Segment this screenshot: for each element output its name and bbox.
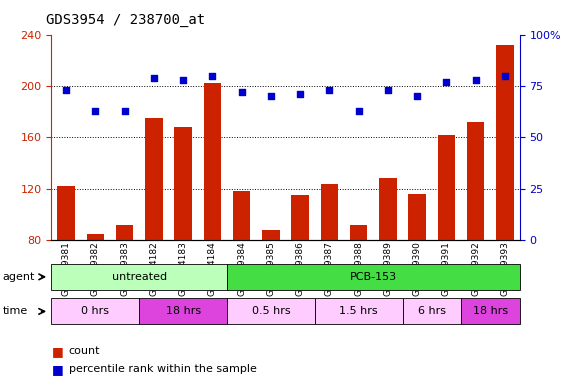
Text: percentile rank within the sample: percentile rank within the sample <box>69 364 256 374</box>
Bar <box>321 184 338 343</box>
Bar <box>350 225 368 343</box>
Point <box>296 91 305 97</box>
Point <box>354 108 363 114</box>
Bar <box>116 225 133 343</box>
Text: 0 hrs: 0 hrs <box>81 306 109 316</box>
Point <box>266 93 275 99</box>
Bar <box>233 191 250 343</box>
Text: agent: agent <box>3 272 35 282</box>
Text: untreated: untreated <box>111 272 167 282</box>
Point <box>62 87 71 93</box>
Text: 18 hrs: 18 hrs <box>166 306 200 316</box>
Bar <box>467 122 484 343</box>
Bar <box>86 233 104 343</box>
Text: 18 hrs: 18 hrs <box>473 306 508 316</box>
Text: GDS3954 / 238700_at: GDS3954 / 238700_at <box>46 13 205 27</box>
Point <box>442 79 451 85</box>
Point <box>325 87 334 93</box>
Bar <box>496 45 514 343</box>
Text: ■: ■ <box>51 345 63 358</box>
Point <box>120 108 129 114</box>
Point <box>500 73 509 79</box>
Bar <box>262 230 280 343</box>
Text: time: time <box>3 306 28 316</box>
Bar <box>174 127 192 343</box>
Bar <box>438 135 455 343</box>
Point <box>208 73 217 79</box>
Bar <box>57 186 75 343</box>
Point <box>383 87 392 93</box>
Text: count: count <box>69 346 100 356</box>
Bar <box>145 118 163 343</box>
Point <box>179 77 188 83</box>
Text: PCB-153: PCB-153 <box>349 272 397 282</box>
Bar <box>291 195 309 343</box>
Text: ■: ■ <box>51 363 63 376</box>
Text: 1.5 hrs: 1.5 hrs <box>339 306 378 316</box>
Point <box>91 108 100 114</box>
Point <box>413 93 422 99</box>
Text: 0.5 hrs: 0.5 hrs <box>252 306 290 316</box>
Bar <box>408 194 426 343</box>
Bar <box>379 178 397 343</box>
Point <box>149 74 158 81</box>
Point <box>471 77 480 83</box>
Point <box>237 89 246 95</box>
Bar <box>203 83 221 343</box>
Text: 6 hrs: 6 hrs <box>418 306 446 316</box>
